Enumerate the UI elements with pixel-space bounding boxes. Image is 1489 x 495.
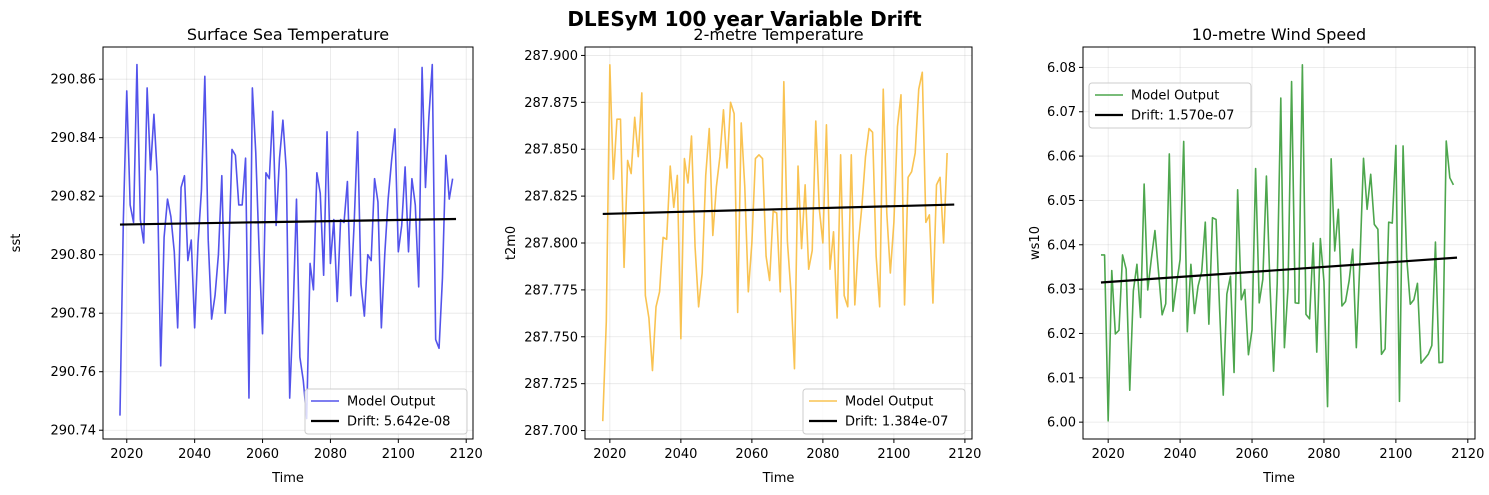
y-tick-label: 290.82 <box>51 190 97 205</box>
legend-label-model-output: Model Output <box>347 395 435 410</box>
y-tick-label: 287.825 <box>524 190 578 205</box>
y-tick-label: 6.05 <box>1047 194 1076 209</box>
y-tick-label: 6.02 <box>1047 327 1076 342</box>
legend-box <box>304 388 468 435</box>
x-tick-label: 2100 <box>1379 447 1412 462</box>
series-line-model-output <box>1100 63 1455 422</box>
series-line-model-output <box>601 64 948 422</box>
y-tick-label: 287.725 <box>524 377 578 392</box>
x-tick-label: 2060 <box>246 447 279 462</box>
x-tick-label: 2080 <box>1307 447 1340 462</box>
x-tick-label: 2020 <box>593 447 626 462</box>
y-tick-label: 290.76 <box>51 365 97 380</box>
x-tick-label: 2020 <box>1092 447 1125 462</box>
legend-label-drift: Drift: 1.570e-07 <box>1131 109 1234 124</box>
y-tick-label: 290.86 <box>51 73 97 88</box>
legend-label-drift: Drift: 1.384e-07 <box>845 415 948 430</box>
axes-surface-sea-temperature: 2020 2040 2060 2080 2100 2120 290.74 290.76 290.… <box>9 25 483 486</box>
x-tick-label: 2080 <box>314 447 347 462</box>
series-line-drift <box>119 217 457 226</box>
x-tick-label: 2080 <box>806 447 839 462</box>
y-tick-label: 290.80 <box>51 248 97 263</box>
x-tick-label: 2060 <box>735 447 768 462</box>
y-tick-label: 6.01 <box>1047 371 1076 386</box>
x-tick-label: 2040 <box>664 447 697 462</box>
x-axis-label: Time <box>271 471 304 486</box>
x-axis-label: Time <box>1262 471 1295 486</box>
y-tick-label: 287.700 <box>524 424 578 439</box>
legend: Model Output Drift: 1.384e-07 <box>802 388 966 435</box>
x-tick-label: 2020 <box>110 447 143 462</box>
series-line-model-output <box>119 63 454 420</box>
x-tick-label: 2060 <box>1235 447 1268 462</box>
y-tick-label: 290.78 <box>51 307 97 322</box>
y-tick-label: 6.07 <box>1047 105 1076 120</box>
series-line-drift <box>1100 256 1458 284</box>
legend-label-model-output: Model Output <box>845 395 933 410</box>
x-tick-label: 2040 <box>1164 447 1197 462</box>
y-axis-label: t2m0 <box>504 226 519 260</box>
y-tick-label: 287.750 <box>524 330 578 345</box>
x-tick-label: 2120 <box>948 447 981 462</box>
y-tick-label: 287.800 <box>524 237 578 252</box>
x-tick-label: 2120 <box>450 447 483 462</box>
axes-2-metre-temperature: 2020 2040 2060 2080 2100 2120 287.700 287.725 28… <box>504 25 981 486</box>
x-tick-label: 2100 <box>877 447 910 462</box>
axes-title: Surface Sea Temperature <box>187 25 389 44</box>
legend-label-model-output: Model Output <box>1131 89 1219 104</box>
y-tick-label: 287.875 <box>524 96 578 111</box>
y-tick-label: 290.84 <box>51 131 97 146</box>
y-tick-label: 6.08 <box>1047 61 1076 76</box>
y-tick-label: 6.04 <box>1047 238 1076 253</box>
y-tick-label: 287.850 <box>524 143 578 158</box>
legend-box <box>802 388 966 435</box>
legend-label-drift: Drift: 5.642e-08 <box>347 415 450 430</box>
y-axis-label: ws10 <box>1028 226 1043 260</box>
y-tick-label: 287.775 <box>524 283 578 298</box>
axes-frame <box>1082 46 1476 440</box>
legend: Model Output Drift: 5.642e-08 <box>304 388 468 435</box>
y-tick-label: 290.74 <box>51 424 97 439</box>
axes-frame <box>102 46 474 440</box>
axes-title: 10-metre Wind Speed <box>1192 25 1366 44</box>
y-tick-label: 287.900 <box>524 49 578 64</box>
x-tick-label: 2100 <box>382 447 415 462</box>
figure-suptitle: DLESyM 100 year Variable Drift <box>567 7 922 31</box>
y-tick-label: 6.00 <box>1047 416 1076 431</box>
series-line-drift <box>602 203 955 216</box>
y-tick-label: 6.06 <box>1047 150 1076 165</box>
axes-title: 2-metre Temperature <box>693 25 863 44</box>
legend-box <box>1088 82 1252 129</box>
x-tick-label: 2040 <box>178 447 211 462</box>
y-axis-label: sst <box>9 234 24 253</box>
legend: Model Output Drift: 1.570e-07 <box>1088 82 1252 129</box>
axes-10-metre-wind-speed: 2020 2040 2060 2080 2100 2120 6.00 6.01 6.02 6.03… <box>1028 25 1484 486</box>
x-axis-label: Time <box>762 471 795 486</box>
y-tick-label: 6.03 <box>1047 283 1076 298</box>
x-tick-label: 2120 <box>1451 447 1484 462</box>
